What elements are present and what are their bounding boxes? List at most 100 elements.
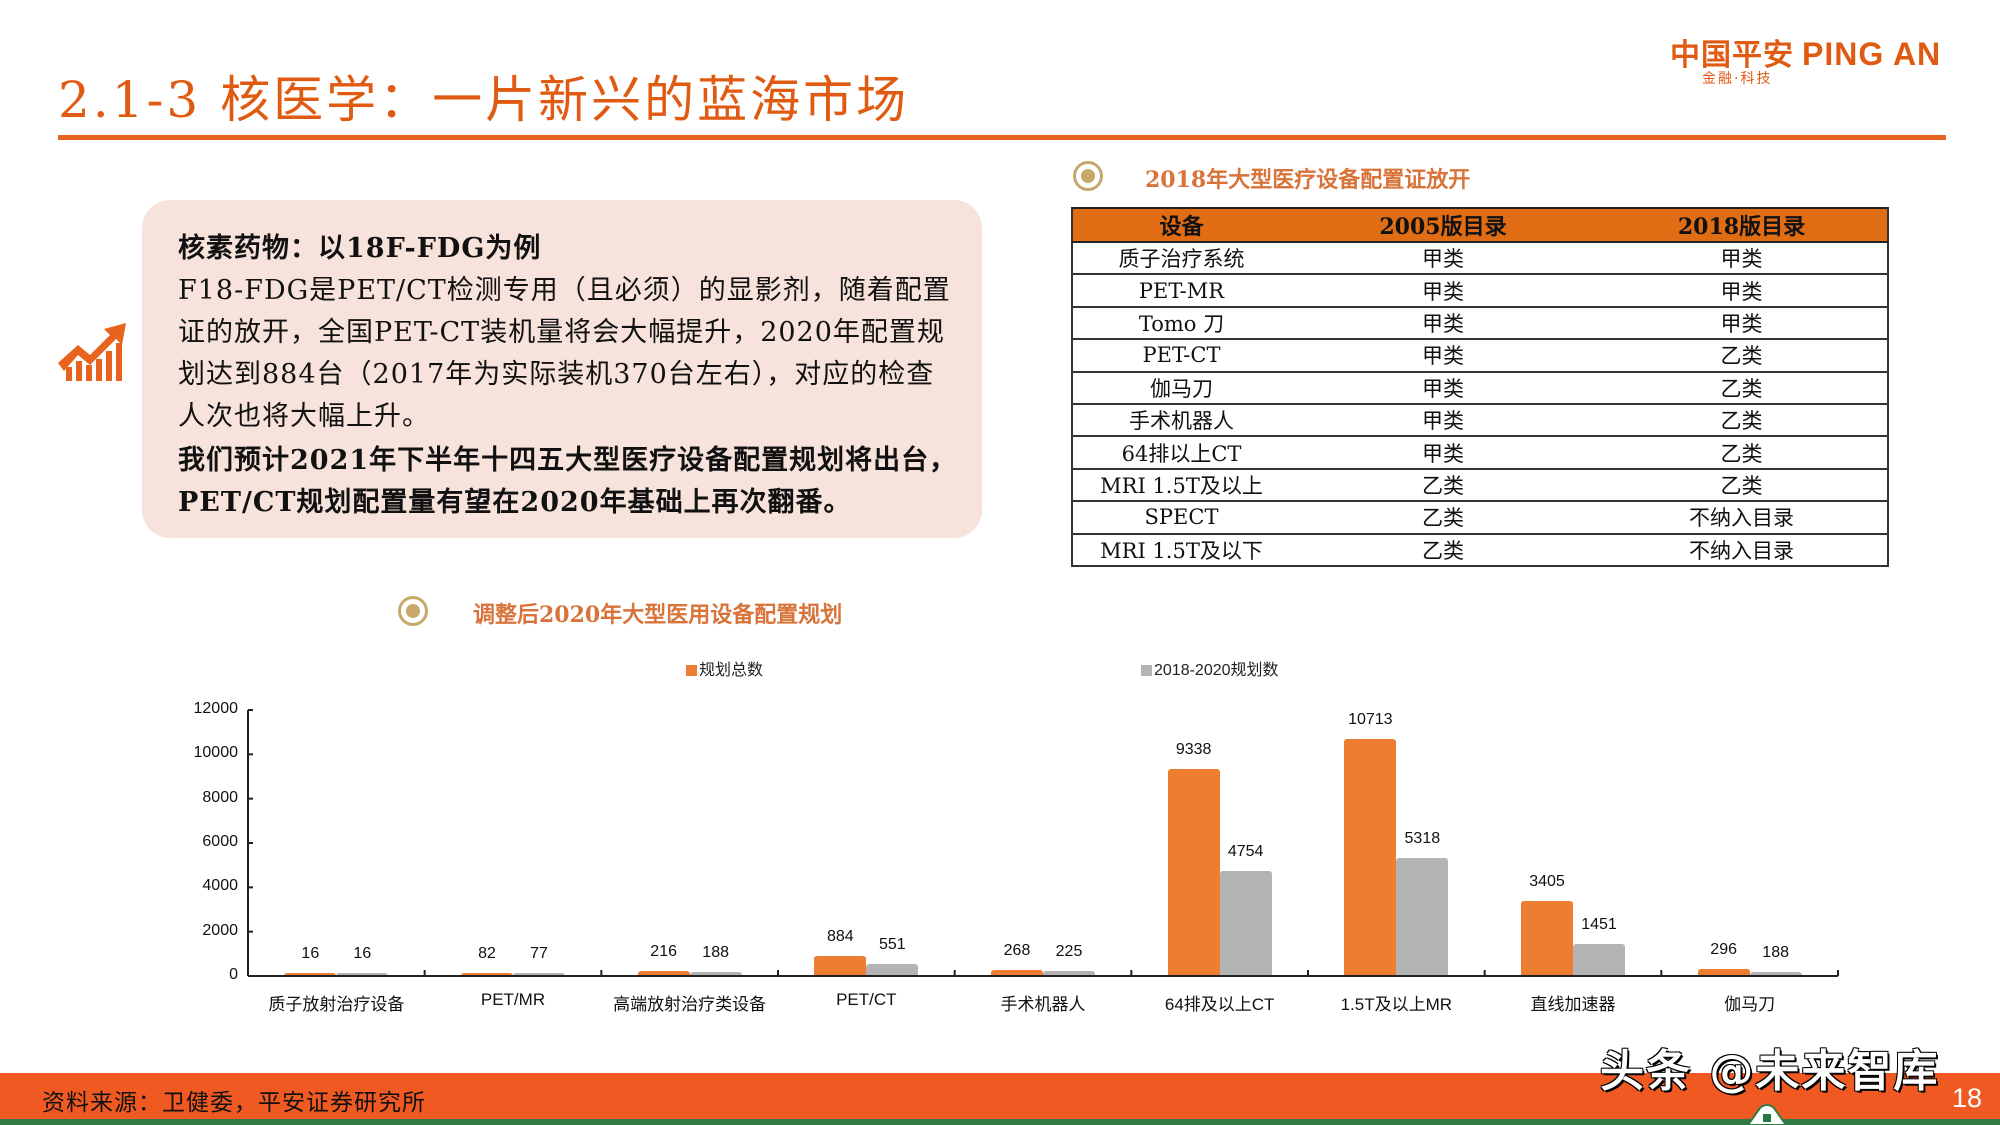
table-row: PET-MR 甲类 甲类 [1071,274,1889,308]
x-axis-category-label: PET/MR [480,990,546,1009]
y-axis-tick-label: 10000 [193,744,239,762]
bar-total [1167,769,1220,976]
data-label: 1451 [1581,915,1617,933]
bar-2018-2020 [1396,858,1449,976]
logo-tagline: 金融·科技 [1702,71,1773,87]
equipment-cell: MRI 1.5T及以上 [1071,468,1290,503]
logo-chinese: 中国平安 [1670,38,1794,73]
equipment-cell: PET-MR [1071,274,1290,308]
column-header: 设备 [1071,207,1290,243]
table-row: Tomo 刀甲类 甲类 [1071,306,1889,341]
bar-total [284,973,337,976]
title-divider [58,135,1946,140]
x-axis-category-label: 手术机器人 [1000,995,1086,1014]
logo-english: PING AN [1802,36,1942,72]
y-axis-tick-label: 4000 [202,877,238,895]
catalog-2005-cell: 乙类 [1290,501,1596,535]
data-label: 3405 [1529,872,1565,890]
footer-house-icon [1748,1104,1786,1125]
y-axis-tick-label: 2000 [202,921,238,939]
data-source: 资料来源：卫健委，平安证券研究所 [42,1090,426,1116]
data-label: 5318 [1404,830,1441,848]
table-row: 质子治疗系统 甲类 甲类 [1071,242,1889,276]
bar-2018-2020 [1573,943,1625,976]
page-title: 2.1-3 核医学：一片新兴的蓝海市场 [58,71,910,129]
catalog-2018-cell: 乙类 [1596,371,1889,405]
equipment-cell: MRI 1.5T及以下 [1071,533,1290,567]
table-row: MRI 1.5T及以上 乙类 乙类 [1071,468,1889,503]
y-axis-tick-label: 12000 [193,700,239,717]
section-bullet-icon [1073,161,1103,191]
equipment-config-table: 设备 2005版目录 2018版目录 质子治疗系统 甲类 甲类 PET-MR 甲类 甲类 T… [1071,207,1889,567]
legend-swatch-orange [686,665,697,676]
footer-bar [0,1073,2000,1119]
catalog-2005-cell: 甲类 [1290,242,1596,276]
data-label: 16 [353,945,372,962]
pingan-logo: 中国平安 PING AN [1670,30,1941,74]
x-axis-category-label: 质子放射治疗设备 [268,995,405,1014]
data-label: 268 [1003,942,1031,960]
trending-up-chart-icon [56,315,132,385]
bar-2018-2020 [1219,870,1272,976]
catalog-2018-cell: 乙类 [1596,436,1889,470]
catalog-2018-cell: 乙类 [1596,403,1889,438]
data-label: 296 [1710,941,1737,959]
y-axis-tick-label: 8000 [202,788,238,806]
catalog-2018-cell: 不纳入目录 [1596,501,1889,535]
x-axis-category-label: 1.5T及以上MR [1340,995,1453,1014]
watermark: 头条 @未来智库 [1600,1046,1940,1097]
x-axis-category-label: 64排及以上CT [1164,995,1275,1014]
bar-total [814,956,867,976]
data-label: 9338 [1175,741,1212,758]
catalog-2005-cell: 甲类 [1290,403,1596,438]
catalog-2018-cell: 不纳入目录 [1596,533,1889,567]
catalog-2018-cell: 甲类 [1596,242,1889,276]
data-label: 10713 [1348,710,1393,728]
x-axis-category-label: 直线加速器 [1530,995,1616,1014]
page-number: 18 [1952,1083,1983,1113]
table-section-title: 2018年大型医疗设备配置证放开 [1145,167,1471,193]
catalog-2005-cell: 甲类 [1290,436,1596,470]
callout-forecast: PET/CT规划配置量有望在2020年基础上再次翻番。 [178,487,852,518]
table-row: MRI 1.5T及以下 乙类 不纳入目录 [1071,533,1889,567]
footer-accent-line [0,1119,2000,1125]
equipment-cell: 伽马刀 [1071,371,1290,405]
catalog-2005-cell: 乙类 [1290,533,1596,567]
callout-line: 证的放开，全国PET-CT装机量将会大幅提升，2020年配置规 [178,317,945,348]
bar-total [991,970,1043,976]
catalog-2005-cell: 甲类 [1290,339,1596,373]
bar-total [637,971,690,976]
equipment-cell: PET-CT [1071,339,1290,373]
legend-swatch-gray [1141,665,1152,676]
data-label: 82 [478,945,496,962]
data-label: 884 [826,928,854,946]
data-label: 16 [301,945,320,962]
data-label: 188 [1762,943,1789,961]
table-header-row: 设备 2005版目录 2018版目录 [1071,207,1889,243]
data-label: 77 [530,945,548,962]
x-axis-category-label: 伽马刀 [1724,995,1776,1014]
table-row: 64排以上CT 甲类 乙类 [1071,436,1889,470]
bar-2018-2020 [336,973,389,976]
equipment-cell: Tomo 刀 [1071,306,1290,341]
bar-total [1521,900,1573,976]
catalog-2005-cell: 甲类 [1290,306,1596,341]
bar-2018-2020 [1043,971,1095,976]
catalog-2018-cell: 乙类 [1596,468,1889,503]
equipment-cell: SPECT [1071,501,1290,535]
catalog-2005-cell: 甲类 [1290,371,1596,405]
legend-item-total: 规划总数 [686,656,763,680]
column-header: 2005版目录 [1290,207,1596,243]
bar-total [1697,969,1750,976]
table-row: SPECT 乙类 不纳入目录 [1071,501,1889,535]
callout-line: 人次也将大幅上升。 [178,401,430,432]
bar-total [1344,738,1397,976]
callout-heading: 核素药物：以18F-FDG为例 [178,233,542,264]
key-points-callout: 核素药物：以18F-FDG为例 F18-FDG是PET/CT检测专用（且必须）的… [142,200,982,538]
equipment-cell: 质子治疗系统 [1071,242,1290,276]
table-row: 手术机器人 甲类 乙类 [1071,403,1889,438]
callout-line: 划达到884台（2017年为实际装机370台左右），对应的检查 [178,359,935,390]
bar-2018-2020 [513,973,565,976]
legend-item-2018-2020: 2018-2020规划数 [1141,656,1279,680]
data-label: 4754 [1227,842,1264,860]
